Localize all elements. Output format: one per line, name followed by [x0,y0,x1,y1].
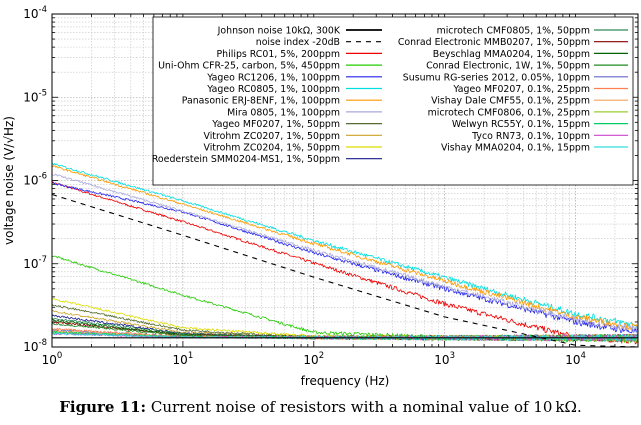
legend-label: Yageo MF0207, 0.1%, 25ppm [452,84,590,95]
legend-label: Yageo RC0805, 1%, 100ppm [206,84,340,95]
legend-label: Uni-Ohm CFR-25, carbon, 5%, 450ppm [158,61,340,72]
legend-label: microtech CMF0805, 1%, 50ppm [437,26,590,37]
legend-label: microtech CMF0806, 0.1%, 25ppm [428,107,590,118]
caption-text: Current noise of resistors with a nomina… [146,398,534,416]
legend-label: Beyschlag MMA0204, 1%, 50ppm [433,49,590,60]
figure-caption: Figure 11: Current noise of resistors wi… [0,398,641,416]
legend-label: Vishay MMA0204, 0.1%, 15ppm [441,143,590,154]
legend-label: Philips RC01, 5%, 200ppm [217,49,340,60]
legend-label: Conrad Electronic MMB0207, 1%, 50ppm [398,37,590,48]
series-line [51,181,639,345]
y-tick-label: 10-6 [23,172,47,188]
y-tick-label: 10-8 [23,338,47,354]
legend-label: Conrad Electronic, 1W, 1%, 50ppm [426,61,590,72]
legend-label: Tyco RN73, 0.1%, 10ppm [471,131,590,142]
series-line [51,332,639,342]
axes: 100 101 102 103 104 10-8 10-7 10-6 10-5 10-4 frequ… [2,5,639,388]
series-line [51,162,639,330]
figure-label: Figure 11: [59,398,147,416]
caption-value: 10 kΩ [533,398,577,416]
y-tick-label: 10-7 [23,255,47,271]
legend-label: Mira 0805, 1%, 100ppm [227,107,340,118]
legend-box [152,16,634,186]
legend-label: Vishay Dale CMF55, 0.1%, 25ppm [431,96,590,107]
y-axis-label: voltage noise (V/√Hz) [2,116,16,245]
legend-label: Welwyn RC55Y, 0.1%, 15ppm [452,119,590,130]
legend-label: noise index -20dB [256,37,340,48]
x-tick-label: 103 [434,351,455,367]
y-tick-label: 10-4 [23,5,47,21]
series-line [51,173,639,334]
y-tick-label: 10-5 [23,88,47,104]
legend-label: Yageo MF0207, 1%, 50ppm [211,119,340,130]
x-axis-label: frequency (Hz) [301,374,390,388]
legend-label: Susumu RG-series 2012, 0.05%, 10ppm [403,72,590,83]
legend-label: Roederstein SMM0204-MS1, 1%, 50ppm [152,154,340,165]
x-tick-label: 101 [173,351,194,367]
legend-label: Vitrohm ZC0207, 1%, 50ppm [203,131,340,142]
series-line [51,165,639,330]
x-tick-label: 104 [565,351,586,367]
legend-label: Panasonic ERJ-8ENF, 1%, 100ppm [182,96,340,107]
x-tick-label: 100 [42,351,63,367]
x-tick-label: 102 [303,351,324,367]
legend-label: Yageo RC1206, 1%, 100ppm [206,72,340,83]
legend-label: Johnson noise 10kΩ, 300K [217,26,341,37]
series-layer [51,162,639,348]
legend-label: Vitrohm ZC0204, 1%, 50ppm [203,143,340,154]
series-line [51,193,638,348]
caption-period: . [576,398,582,416]
